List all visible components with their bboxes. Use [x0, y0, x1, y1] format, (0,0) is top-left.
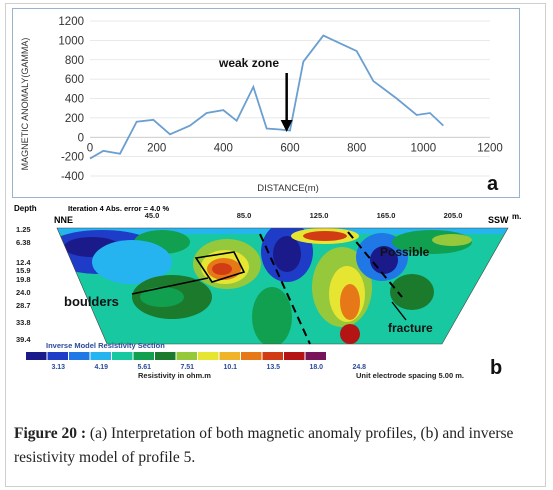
y-tick-label: 0: [78, 132, 84, 144]
legend-value: 3.13: [51, 364, 65, 371]
legend-swatch: [47, 352, 68, 360]
legend-colorbar: [26, 352, 326, 360]
depth-tick: 12.4: [16, 258, 31, 267]
depth-tick: 39.4: [16, 335, 31, 344]
distance-tick: 125.0: [310, 211, 329, 220]
figure-caption: Figure 20 : (a) Interpretation of both m…: [14, 422, 539, 470]
legend-value: 4.19: [94, 364, 108, 371]
electrode-spacing: Unit electrode spacing 5.00 m.: [356, 371, 464, 380]
y-tick-label: -200: [61, 152, 84, 164]
boulders-pointer: [131, 277, 209, 295]
boulders-outline: [194, 251, 246, 283]
resistivity-colormap: [57, 228, 508, 344]
legend-swatch: [69, 352, 90, 360]
x-tick-label: 800: [347, 142, 366, 154]
legend-title: Inverse Model Resistivity Section: [46, 341, 165, 350]
y-tick-labels: -400 -200 0 200 400 600 800 1000 1200: [58, 16, 84, 183]
legend-value: 5.61: [137, 364, 151, 371]
possible-label: Possible: [380, 245, 430, 259]
distance-tick: 85.0: [237, 211, 252, 220]
x-tick-label: 1000: [411, 142, 437, 154]
legend-value: 13.5: [266, 364, 280, 371]
depth-tick: 15.9: [16, 266, 31, 275]
iteration-text: Iteration 4 Abs. error = 4.0 %: [68, 204, 170, 213]
panel-label-b: b: [490, 357, 502, 379]
y-tick-label: 1200: [58, 16, 84, 28]
legend-unit: Resistivity in ohm.m: [138, 371, 211, 380]
boulders-label: boulders: [64, 294, 119, 309]
series-line: [89, 34, 444, 160]
legend-values: 3.13 4.19 5.61 7.51 10.1 13.5 18.0 24.8: [51, 364, 366, 371]
legend-swatch: [305, 352, 326, 360]
ssw-label: SSW: [488, 215, 509, 225]
depth-tick: 1.25: [16, 225, 31, 234]
legend-swatch: [284, 352, 305, 360]
legend-value: 18.0: [309, 364, 323, 371]
weak-zone-arrowhead: [280, 120, 293, 132]
legend-swatch: [133, 352, 154, 360]
legend-swatch: [26, 352, 47, 360]
fracture-label: fracture: [388, 321, 433, 335]
distance-tick: 165.0: [377, 211, 396, 220]
y-tick-label: 600: [65, 74, 84, 86]
fracture-line-left: [259, 233, 311, 345]
x-tick-labels: 0 200 400 600 800 1000 1200: [87, 142, 503, 154]
panel-label-a: a: [487, 173, 499, 195]
fracture-pointer: [391, 301, 407, 321]
resistivity-section: Depth Iteration 4 Abs. error = 4.0 % NNE…: [14, 204, 521, 380]
legend-swatch: [112, 352, 133, 360]
legend-swatch: [262, 352, 283, 360]
caption-text: (a) Interpretation of both magnetic anom…: [14, 425, 514, 466]
depth-tick: 24.0: [16, 288, 31, 297]
legend-swatch: [198, 352, 219, 360]
legend-value: 7.51: [180, 364, 194, 371]
y-axis-label: MAGNETIC ANOMALY(GAMMA): [20, 38, 30, 171]
meters-unit: m.: [512, 212, 521, 221]
grid-lines: [90, 20, 490, 177]
weak-zone-label: weak zone: [218, 56, 279, 70]
y-tick-label: 1000: [58, 35, 84, 47]
y-tick-label: -400: [61, 171, 84, 183]
depth-tick: 6.38: [16, 238, 31, 247]
section-outline: [56, 227, 509, 345]
legend-swatch: [176, 352, 197, 360]
x-tick-label: 600: [280, 142, 299, 154]
x-tick-label: 1200: [477, 142, 503, 154]
figure-frame: [5, 3, 546, 487]
depth-tick: 33.8: [16, 318, 31, 327]
y-tick-label: 800: [65, 55, 84, 67]
caption-label: Figure 20 :: [14, 425, 87, 442]
x-tick-label: 0: [87, 142, 93, 154]
depth-tick: 19.8: [16, 275, 31, 284]
legend-value: 10.1: [223, 364, 237, 371]
legend-swatch: [155, 352, 176, 360]
distance-tick-labels: 45.0 85.0 125.0 165.0 205.0: [145, 211, 463, 220]
x-tick-label: 200: [147, 142, 166, 154]
x-tick-label: 400: [214, 142, 233, 154]
depth-tick-labels: 1.25 6.38 12.415.919.8 24.0 28.7 33.8 39.4: [16, 225, 31, 344]
distance-tick: 45.0: [145, 211, 160, 220]
legend-swatch: [90, 352, 111, 360]
legend-value: 24.8: [352, 364, 366, 371]
depth-tick: 28.7: [16, 301, 31, 310]
legend-swatch: [219, 352, 240, 360]
x-axis-label: DISTANCE(m): [257, 183, 319, 194]
fracture-line-right: [347, 231, 403, 298]
legend-swatch: [241, 352, 262, 360]
y-tick-label: 200: [65, 113, 84, 125]
depth-label: Depth: [14, 204, 37, 213]
nne-label: NNE: [54, 215, 73, 225]
distance-tick: 205.0: [444, 211, 463, 220]
y-tick-label: 400: [65, 94, 84, 106]
